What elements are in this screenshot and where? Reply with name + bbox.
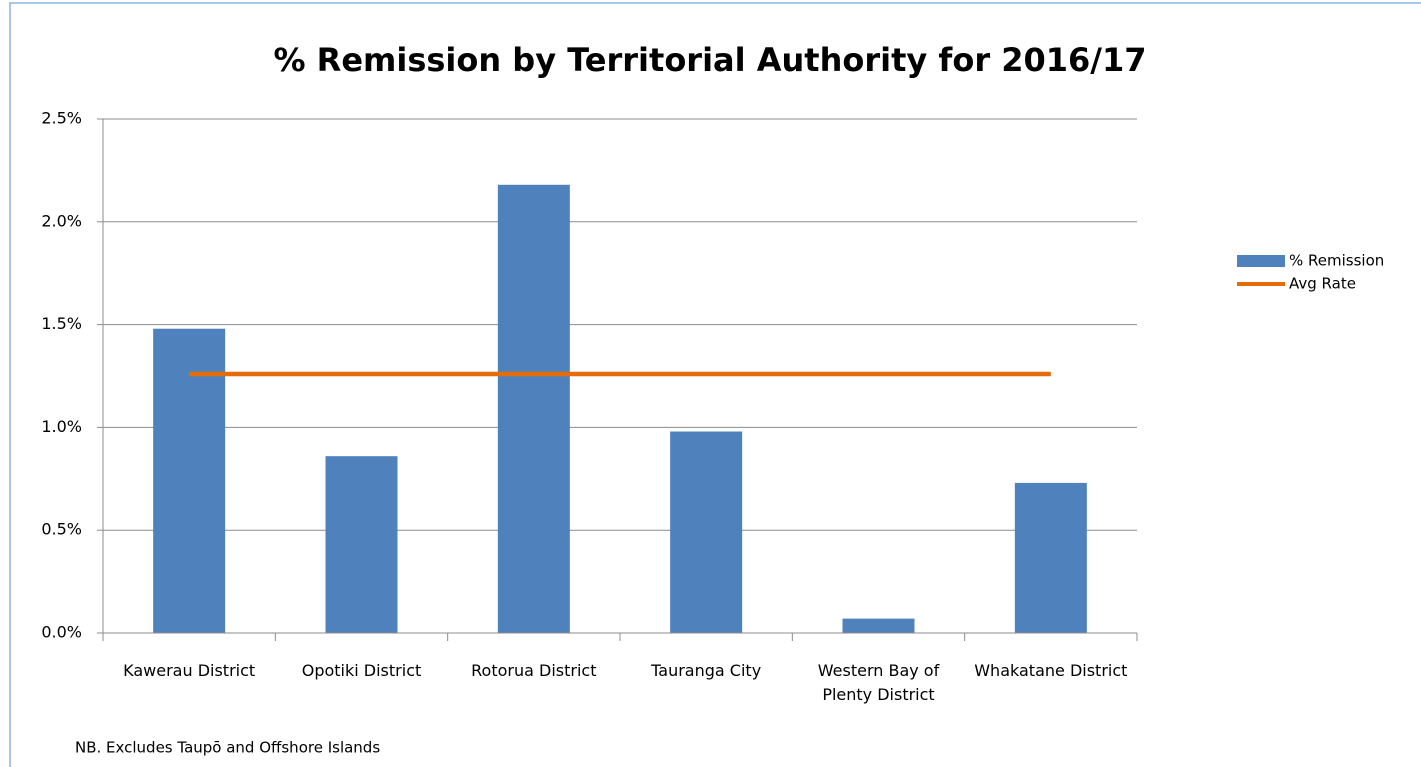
y-tick-label: 1.0% — [41, 417, 82, 436]
bar — [1014, 482, 1087, 633]
y-tick-label: 0.0% — [41, 623, 82, 642]
legend-label: Avg Rate — [1289, 275, 1356, 293]
footnote: NB. Excludes Taupō and Offshore Islands — [75, 739, 380, 757]
y-tick-label: 2.0% — [41, 211, 82, 230]
x-tick-label: Western Bay of Plenty District — [817, 661, 940, 704]
bar — [842, 618, 915, 633]
legend-swatch — [1237, 255, 1285, 267]
bar — [670, 431, 743, 633]
x-tick-label: Rotorua District — [471, 661, 597, 680]
legend-label: % Remission — [1289, 252, 1384, 270]
y-tick-label: 0.5% — [41, 520, 82, 539]
bar — [325, 456, 398, 633]
y-tick-label: 2.5% — [41, 109, 82, 128]
x-tick-label: Opotiki District — [301, 661, 422, 680]
x-tick-label: Whakatane District — [974, 661, 1128, 680]
bar — [497, 184, 570, 634]
bar — [153, 328, 226, 633]
x-tick-label: Tauranga City — [651, 661, 762, 680]
x-tick-label: Kawerau District — [123, 661, 256, 680]
chart-title: % Remission by Territorial Authority for… — [273, 41, 1146, 79]
chart-border — [9, 2, 1421, 767]
y-tick-label: 1.5% — [41, 314, 82, 333]
